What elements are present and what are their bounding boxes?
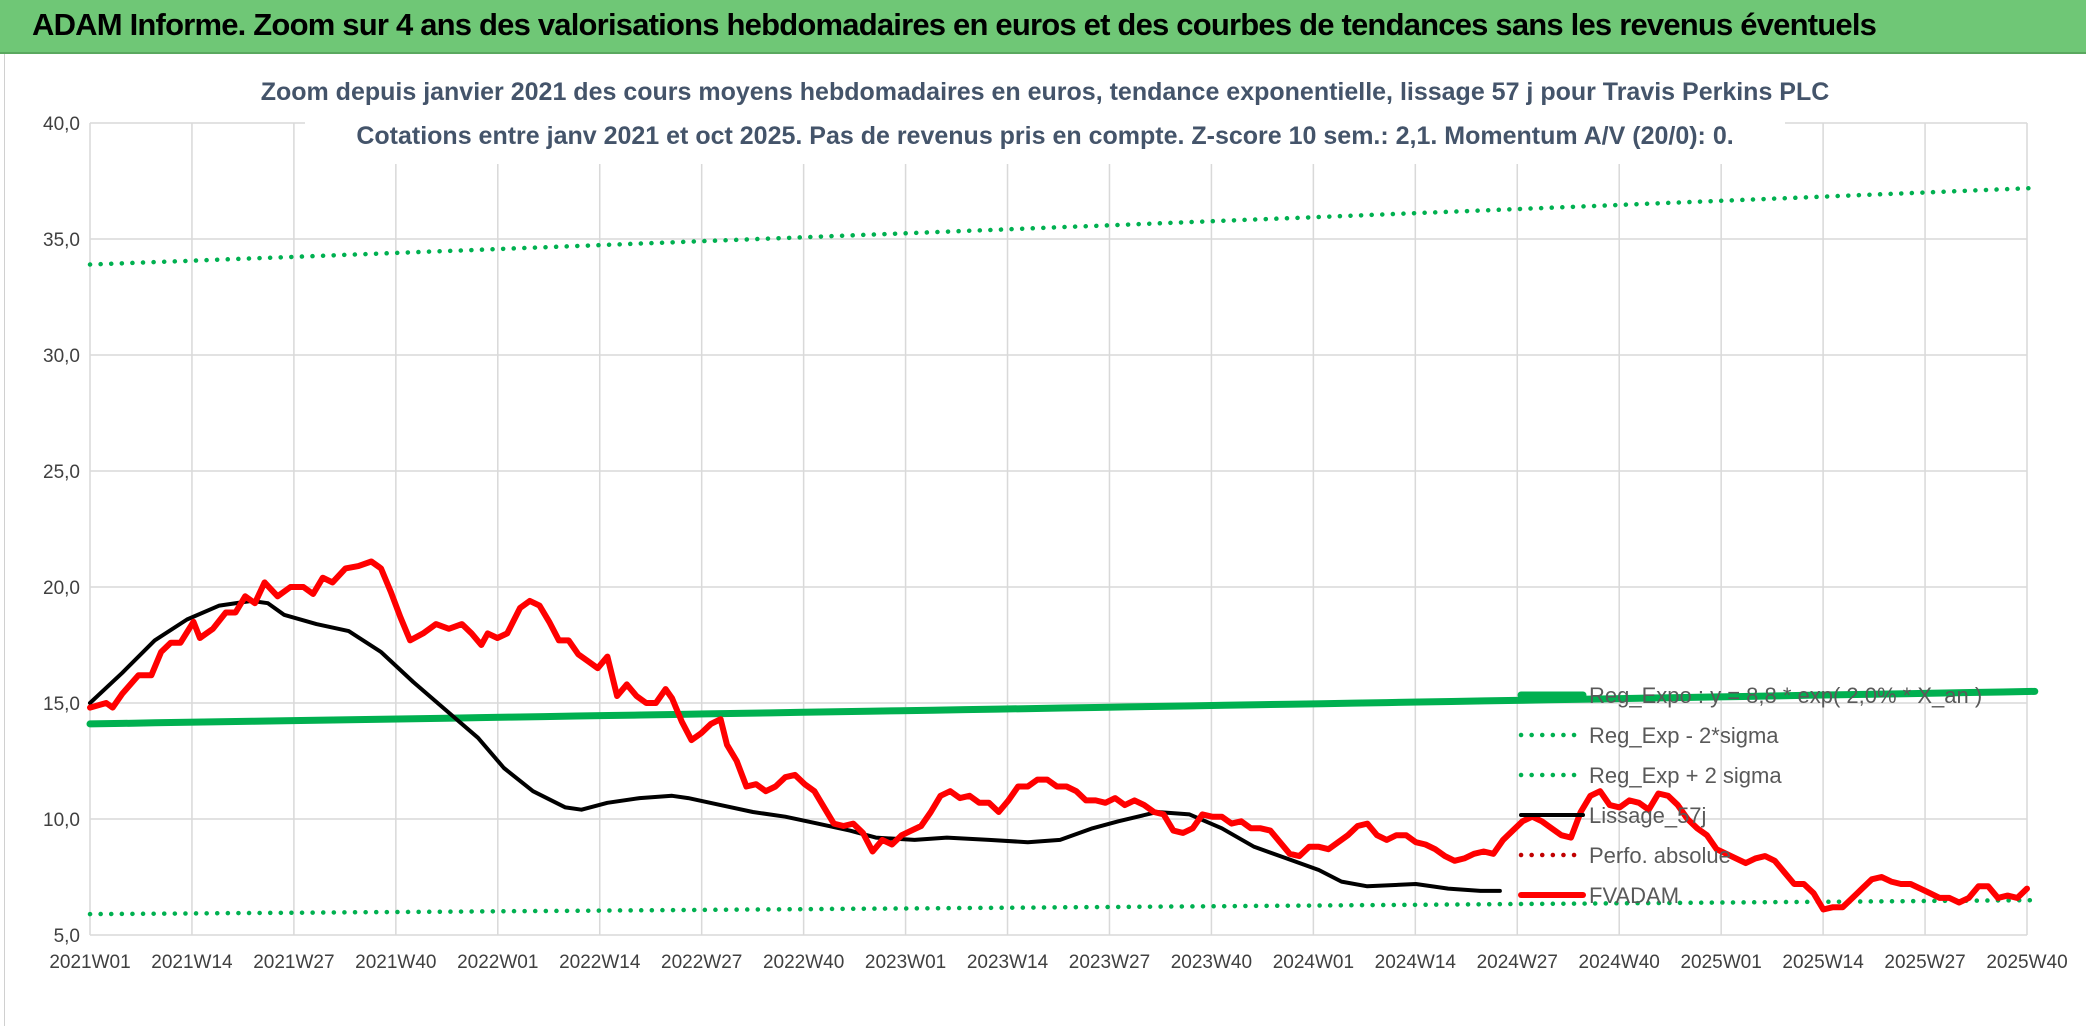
chart-frame: 5,0 10,0 15,0 20,0 25,0 30,0 35,0 40,0 2021W01 20… [4, 54, 2081, 1026]
y-tick-label: 35,0 [43, 230, 80, 251]
trend-chart: 5,0 10,0 15,0 20,0 25,0 30,0 35,0 40,0 2021W01 20… [5, 54, 2081, 1026]
legend-label: FVADAM [1589, 883, 1679, 908]
series-line-reg-exp-2-sigma [87, 897, 2038, 917]
y-tick-label: 40,0 [43, 114, 80, 135]
x-tick-label: 2024W40 [1579, 952, 1660, 973]
legend-label: Reg_Expo : y = 8,8 * exp( 2,0% * X_an ) [1589, 683, 1982, 708]
chart-axes: 5,0 10,0 15,0 20,0 25,0 30,0 35,0 40,0 2021W01 20… [43, 114, 2068, 973]
x-tick-label: 2025W27 [1884, 952, 1965, 973]
y-tick-label: 30,0 [43, 346, 80, 367]
chart-title-line-2: Cotations entre janv 2021 et oct 2025. P… [356, 122, 1733, 150]
legend-label: Reg_Exp - 2*sigma [1589, 723, 1779, 748]
chart-gridlines [89, 122, 2028, 936]
y-tick-label: 10,0 [43, 810, 80, 831]
x-tick-label: 2022W27 [661, 952, 742, 973]
series-line-lissage-57j [88, 598, 1502, 893]
y-tick-label: 20,0 [43, 578, 80, 599]
x-tick-label: 2022W40 [763, 952, 844, 973]
x-tick-label: 2023W01 [865, 952, 946, 973]
x-tick-label: 2022W01 [457, 952, 538, 973]
x-tick-label: 2024W27 [1477, 952, 1558, 973]
x-tick-label: 2025W01 [1680, 952, 1761, 973]
y-tick-label: 25,0 [43, 462, 80, 483]
series-line-reg-expo-y-8-8-exp-2-0-x [86, 687, 2039, 728]
x-tick-label: 2021W01 [49, 952, 130, 973]
y-tick-label: 5,0 [54, 926, 80, 947]
x-tick-label: 2022W14 [559, 952, 641, 973]
x-tick-label: 2023W27 [1069, 952, 1150, 973]
chart-series [86, 185, 2039, 917]
chart-title: Zoom depuis janvier 2021 des cours moyen… [261, 60, 1830, 164]
x-tick-label: 2023W40 [1171, 952, 1252, 973]
series-line-reg-exp-2-sigma [87, 185, 2038, 267]
report-banner-title: ADAM Informe. Zoom sur 4 ans des valoris… [32, 7, 1877, 42]
x-tick-label: 2024W01 [1273, 952, 1354, 973]
x-tick-label: 2021W27 [253, 952, 334, 973]
chart-legend: Reg_Expo : y = 8,8 * exp( 2,0% * X_an ) R… [1517, 683, 1982, 908]
chart-title-line-1: Zoom depuis janvier 2021 des cours moyen… [261, 78, 1830, 106]
x-tick-label: 2025W14 [1782, 952, 1864, 973]
x-tick-label: 2025W40 [1986, 952, 2067, 973]
legend-label: Reg_Exp + 2 sigma [1589, 763, 1782, 788]
x-tick-label: 2024W14 [1375, 952, 1457, 973]
x-tick-label: 2023W14 [967, 952, 1049, 973]
legend-label: Lissage_57j [1589, 803, 1706, 828]
series-line-fvadam [87, 558, 2030, 913]
x-tick-label: 2021W14 [151, 952, 233, 973]
x-tick-label: 2021W40 [355, 952, 436, 973]
y-tick-label: 15,0 [43, 694, 80, 715]
legend-label: Perfo. absolue [1589, 843, 1731, 868]
report-banner: ADAM Informe. Zoom sur 4 ans des valoris… [0, 0, 2086, 54]
